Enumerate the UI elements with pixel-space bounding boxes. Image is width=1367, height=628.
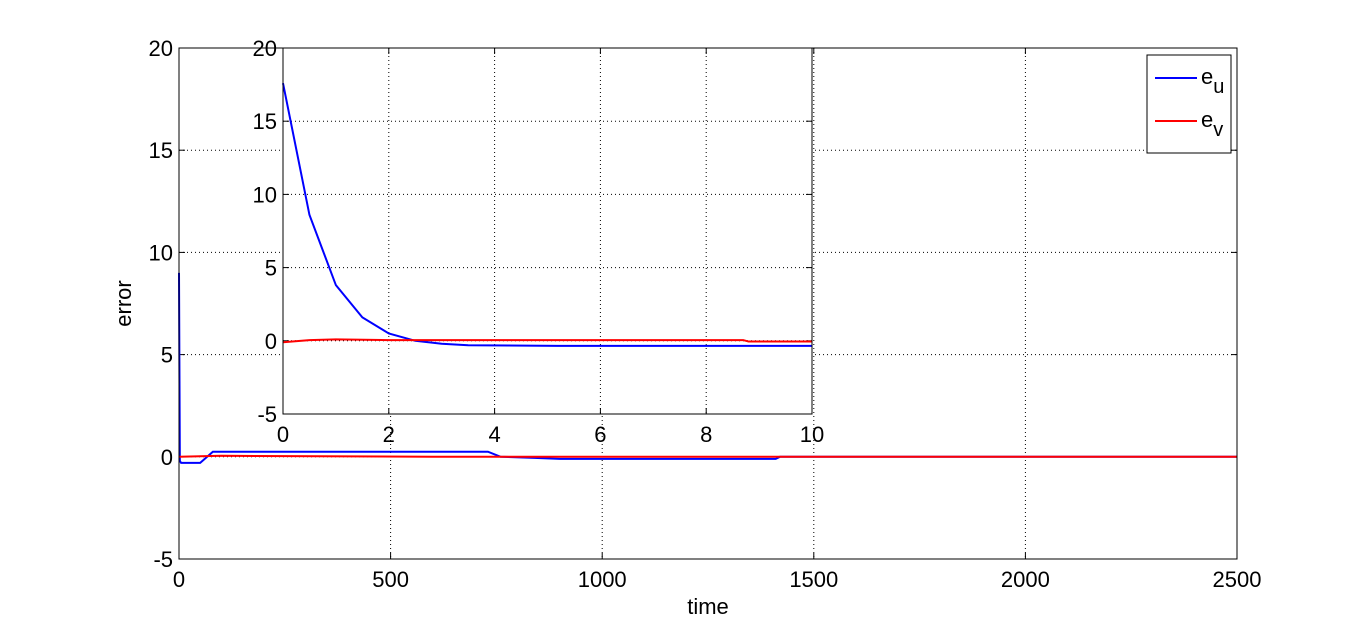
- y-tick-label: 10: [149, 240, 173, 265]
- x-tick-label: 2500: [1213, 567, 1262, 592]
- x-tick-label: 0: [277, 422, 289, 447]
- series-line: [282, 82, 812, 347]
- y-tick-label: 5: [265, 256, 277, 281]
- y-tick-label: 20: [253, 36, 277, 61]
- series-line: [282, 338, 812, 344]
- y-tick-label: 20: [149, 36, 173, 61]
- x-tick-label: 10: [800, 422, 824, 447]
- legend-label: ev: [1201, 107, 1223, 141]
- x-tick-label: 2: [383, 422, 395, 447]
- x-axis-label: time: [687, 594, 729, 619]
- legend-label: eu: [1201, 64, 1224, 98]
- x-tick-label: 0: [173, 567, 185, 592]
- x-tick-label: 8: [700, 422, 712, 447]
- x-tick-label: 500: [372, 567, 409, 592]
- y-tick-label: 15: [253, 109, 277, 134]
- series-line: [178, 454, 1237, 458]
- series-line: [178, 272, 1237, 464]
- y-tick-label: 0: [161, 445, 173, 470]
- plot-area: [283, 48, 812, 414]
- legend-box: [1146, 54, 1232, 154]
- y-axis-label: error: [111, 280, 136, 326]
- y-tick-label: -5: [153, 547, 173, 572]
- y-tick-label: 10: [253, 182, 277, 207]
- axes-box: [282, 47, 813, 415]
- y-tick-label: -5: [257, 402, 277, 427]
- x-tick-label: 6: [594, 422, 606, 447]
- x-tick-label: 1000: [578, 567, 627, 592]
- x-tick-label: 4: [488, 422, 500, 447]
- x-tick-label: 1500: [789, 567, 838, 592]
- y-tick-label: 0: [265, 329, 277, 354]
- x-tick-label: 2000: [1001, 567, 1050, 592]
- y-tick-label: 15: [149, 138, 173, 163]
- y-tick-label: 5: [161, 343, 173, 368]
